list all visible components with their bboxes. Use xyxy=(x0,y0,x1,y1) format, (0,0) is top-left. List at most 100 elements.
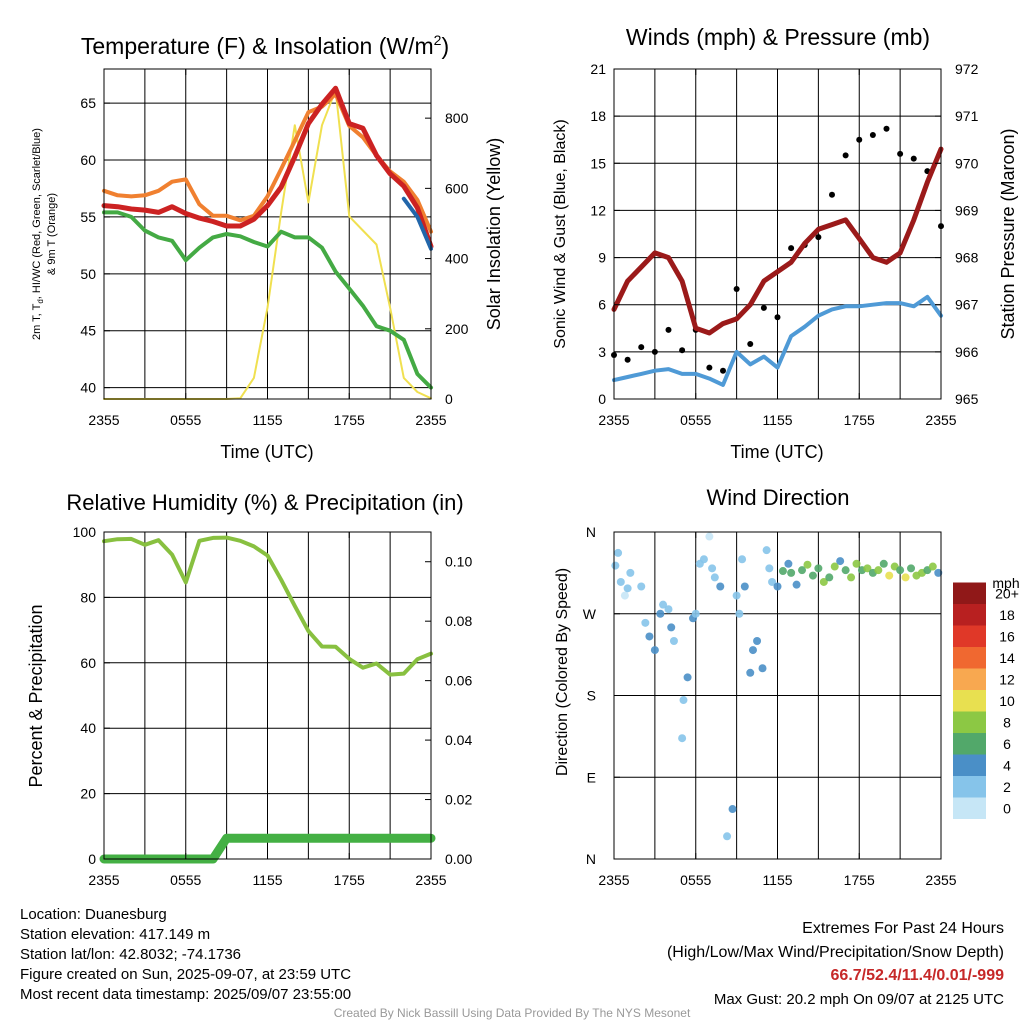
chart-title-temperature: Temperature (F) & Insolation (W/m2) xyxy=(81,32,449,59)
gust-point xyxy=(856,136,863,143)
y2-axis-label-winds: Station Pressure (Maroon) xyxy=(998,128,1018,339)
direction-point xyxy=(808,571,817,580)
direction-point xyxy=(732,591,741,600)
direction-point xyxy=(841,566,850,575)
panel-temperature: Temperature (F) & Insolation (W/m2) 2355… xyxy=(31,32,504,462)
colorbar-label: 0 xyxy=(1003,800,1011,816)
direction-point xyxy=(773,582,782,591)
direction-point xyxy=(746,668,755,677)
y-tick-label: 100 xyxy=(73,524,97,540)
y-tick-label: 50 xyxy=(80,266,96,282)
y2-tick-label: 800 xyxy=(445,110,469,126)
series-line-station-pressure xyxy=(611,146,944,336)
y2-tick-label: 972 xyxy=(955,61,979,77)
direction-point xyxy=(814,564,823,573)
y-tick-label: E xyxy=(587,769,596,785)
y-tick-label: 60 xyxy=(80,655,96,671)
y-axis-label-wind-direction: Direction (Colored By Speed) xyxy=(554,568,571,776)
y-tick-label: S xyxy=(587,688,596,704)
x-tick-label: 0555 xyxy=(170,872,201,888)
y2-tick-label: 965 xyxy=(955,391,979,407)
colorbar-swatch xyxy=(953,668,986,690)
direction-point xyxy=(901,573,910,582)
x-tick-label: 1755 xyxy=(334,412,365,428)
direction-point xyxy=(641,618,650,627)
x-tick-label: 1755 xyxy=(844,412,875,428)
station-location: Location: Duanesburg xyxy=(20,906,167,923)
gust-point xyxy=(897,150,904,157)
gust-point xyxy=(774,314,781,321)
x-tick-label: 2355 xyxy=(925,872,956,888)
direction-point xyxy=(768,577,777,586)
x-tick-label: 0555 xyxy=(680,872,711,888)
y-tick-label: 9 xyxy=(598,250,606,266)
direction-point xyxy=(705,532,714,541)
direction-point xyxy=(650,646,659,655)
colorbar-title: mph xyxy=(992,575,1019,591)
direction-point xyxy=(667,623,676,632)
x-tick-label: 2355 xyxy=(598,872,629,888)
direction-point xyxy=(620,591,629,600)
colorbar-label: 4 xyxy=(1003,757,1011,773)
y-tick-label: 21 xyxy=(590,61,606,77)
colorbar-swatch xyxy=(953,733,986,755)
direction-point xyxy=(762,546,771,555)
gust-point xyxy=(638,344,645,351)
y2-tick-label: 0.04 xyxy=(445,732,472,748)
gust-point xyxy=(815,234,822,241)
y-tick-label: 0 xyxy=(88,851,96,867)
direction-point xyxy=(896,566,905,575)
y-tick-label: 12 xyxy=(590,202,606,218)
direction-point xyxy=(664,605,673,614)
series-line-sonic-wind xyxy=(612,294,943,387)
panel-wind-direction: Wind Direction 2355 0555 1155 1755 2355NESWN… xyxy=(554,485,1020,888)
series-line-2m-t xyxy=(101,85,434,249)
direction-point xyxy=(708,564,717,573)
x-tick-label: 0555 xyxy=(680,412,711,428)
y-tick-label: 0 xyxy=(598,391,606,407)
station-elevation: Station elevation: 417.149 m xyxy=(20,926,211,943)
x-tick-label: 1755 xyxy=(844,872,875,888)
x-tick-label: 1155 xyxy=(762,872,792,888)
y-tick-label: 18 xyxy=(590,108,606,124)
extremes-box: Extremes For Past 24 Hours (High/Low/Max… xyxy=(667,917,1004,1011)
y2-tick-label: 0.08 xyxy=(445,613,472,629)
colorbar-label: 8 xyxy=(1003,714,1011,730)
colorbar-swatch xyxy=(953,690,986,712)
y-tick-label: N xyxy=(586,524,596,540)
panel-winds: Winds (mph) & Pressure (mb) 2355 0555 1155… xyxy=(552,24,1018,462)
gust-point xyxy=(788,245,795,252)
x-tick-label: 2355 xyxy=(88,872,119,888)
extremes-values: 66.7/52.4/11.4/0.01/-999 xyxy=(830,967,1004,984)
y2-tick-label: 400 xyxy=(445,251,469,267)
y-tick-label: 60 xyxy=(80,152,96,168)
direction-point xyxy=(645,632,654,641)
y-tick-label: 3 xyxy=(598,344,606,360)
gust-point xyxy=(829,191,835,198)
y2-tick-label: 970 xyxy=(955,155,979,171)
y-tick-label: 80 xyxy=(80,589,96,605)
colorbar-label: 10 xyxy=(999,693,1015,709)
direction-point xyxy=(716,582,725,591)
direction-point xyxy=(656,609,665,618)
colorbar-swatch xyxy=(953,647,986,669)
direction-point xyxy=(748,646,757,655)
x-tick-label: 1155 xyxy=(252,412,282,428)
x-tick-label: 1155 xyxy=(252,872,282,888)
direction-point xyxy=(787,568,796,577)
series-line-relative-humidity xyxy=(102,535,433,677)
direction-point xyxy=(699,555,708,564)
direction-point xyxy=(669,637,678,645)
direction-point xyxy=(928,562,937,571)
x-tick-label: 0555 xyxy=(170,412,201,428)
x-tick-label: 1755 xyxy=(334,872,365,888)
y-tick-label: W xyxy=(583,606,597,622)
x-tick-label: 2355 xyxy=(415,872,446,888)
colorbar-swatch xyxy=(953,754,986,776)
direction-point xyxy=(723,832,732,841)
extremes-title: Extremes For Past 24 Hours xyxy=(802,920,1004,937)
direction-point xyxy=(778,567,787,576)
figure-created: Figure created on Sun, 2025-09-07, at 23… xyxy=(20,966,352,983)
y-tick-label: N xyxy=(586,851,596,867)
gust-point xyxy=(624,356,631,363)
